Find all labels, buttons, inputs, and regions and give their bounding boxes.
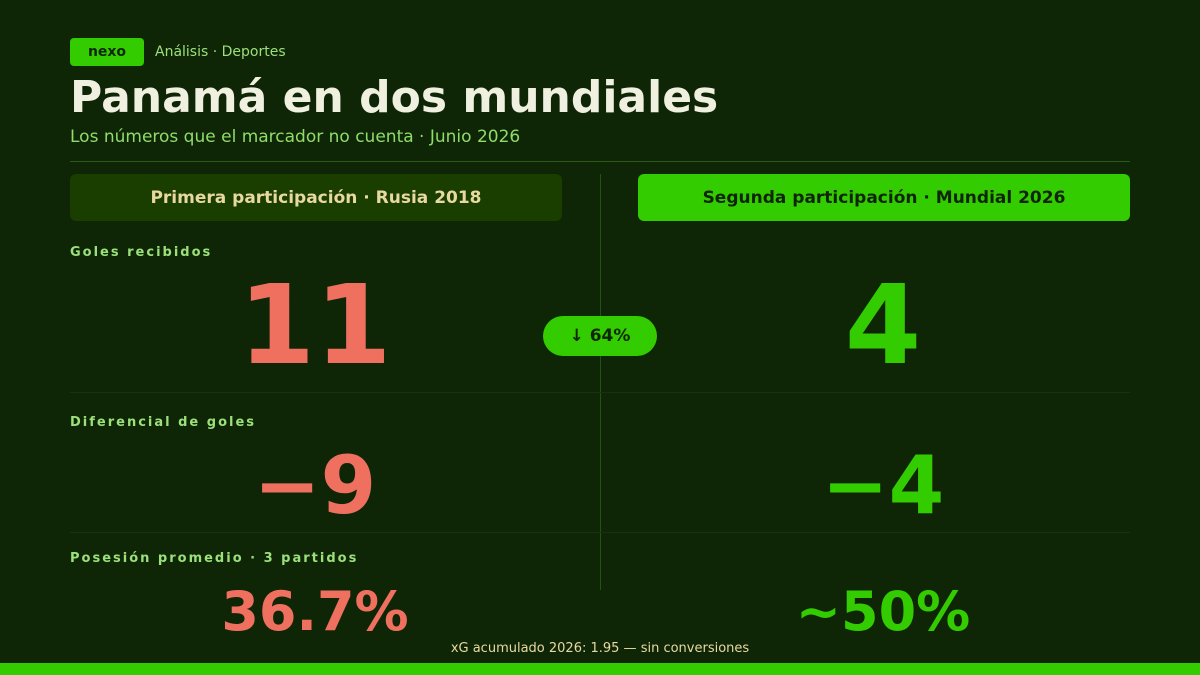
metric-label: Goles recibidos [70,245,213,260]
metric-value: −4 [821,438,945,532]
metric-label: Posesión promedio · 3 partidos [70,551,359,566]
column-header: Segunda participación · Mundial 2026 [638,174,1130,221]
column-header: Primera participación · Rusia 2018 [70,174,562,221]
badge: nexo [70,38,144,66]
bottom-bar [0,663,1200,675]
change-pill: ↓ 64% [543,316,657,356]
rule [70,161,1130,162]
metric-value: 36.7% [221,579,409,643]
separator [70,392,1130,393]
metric-label: Diferencial de goles [70,415,257,430]
footnote: xG acumulado 2026: 1.95 — sin conversion… [450,640,750,656]
section: Análisis · Deportes [155,44,286,60]
separator [70,532,1130,533]
metric-value: ~50% [795,579,971,643]
metric-value: 11 [238,261,392,389]
subtitle: Los números que el marcador no cuenta · … [70,127,521,147]
divider [600,174,601,590]
title: Panamá en dos mundiales [70,72,719,123]
metric-value: 4 [844,261,922,389]
metric-value: −9 [253,438,377,532]
